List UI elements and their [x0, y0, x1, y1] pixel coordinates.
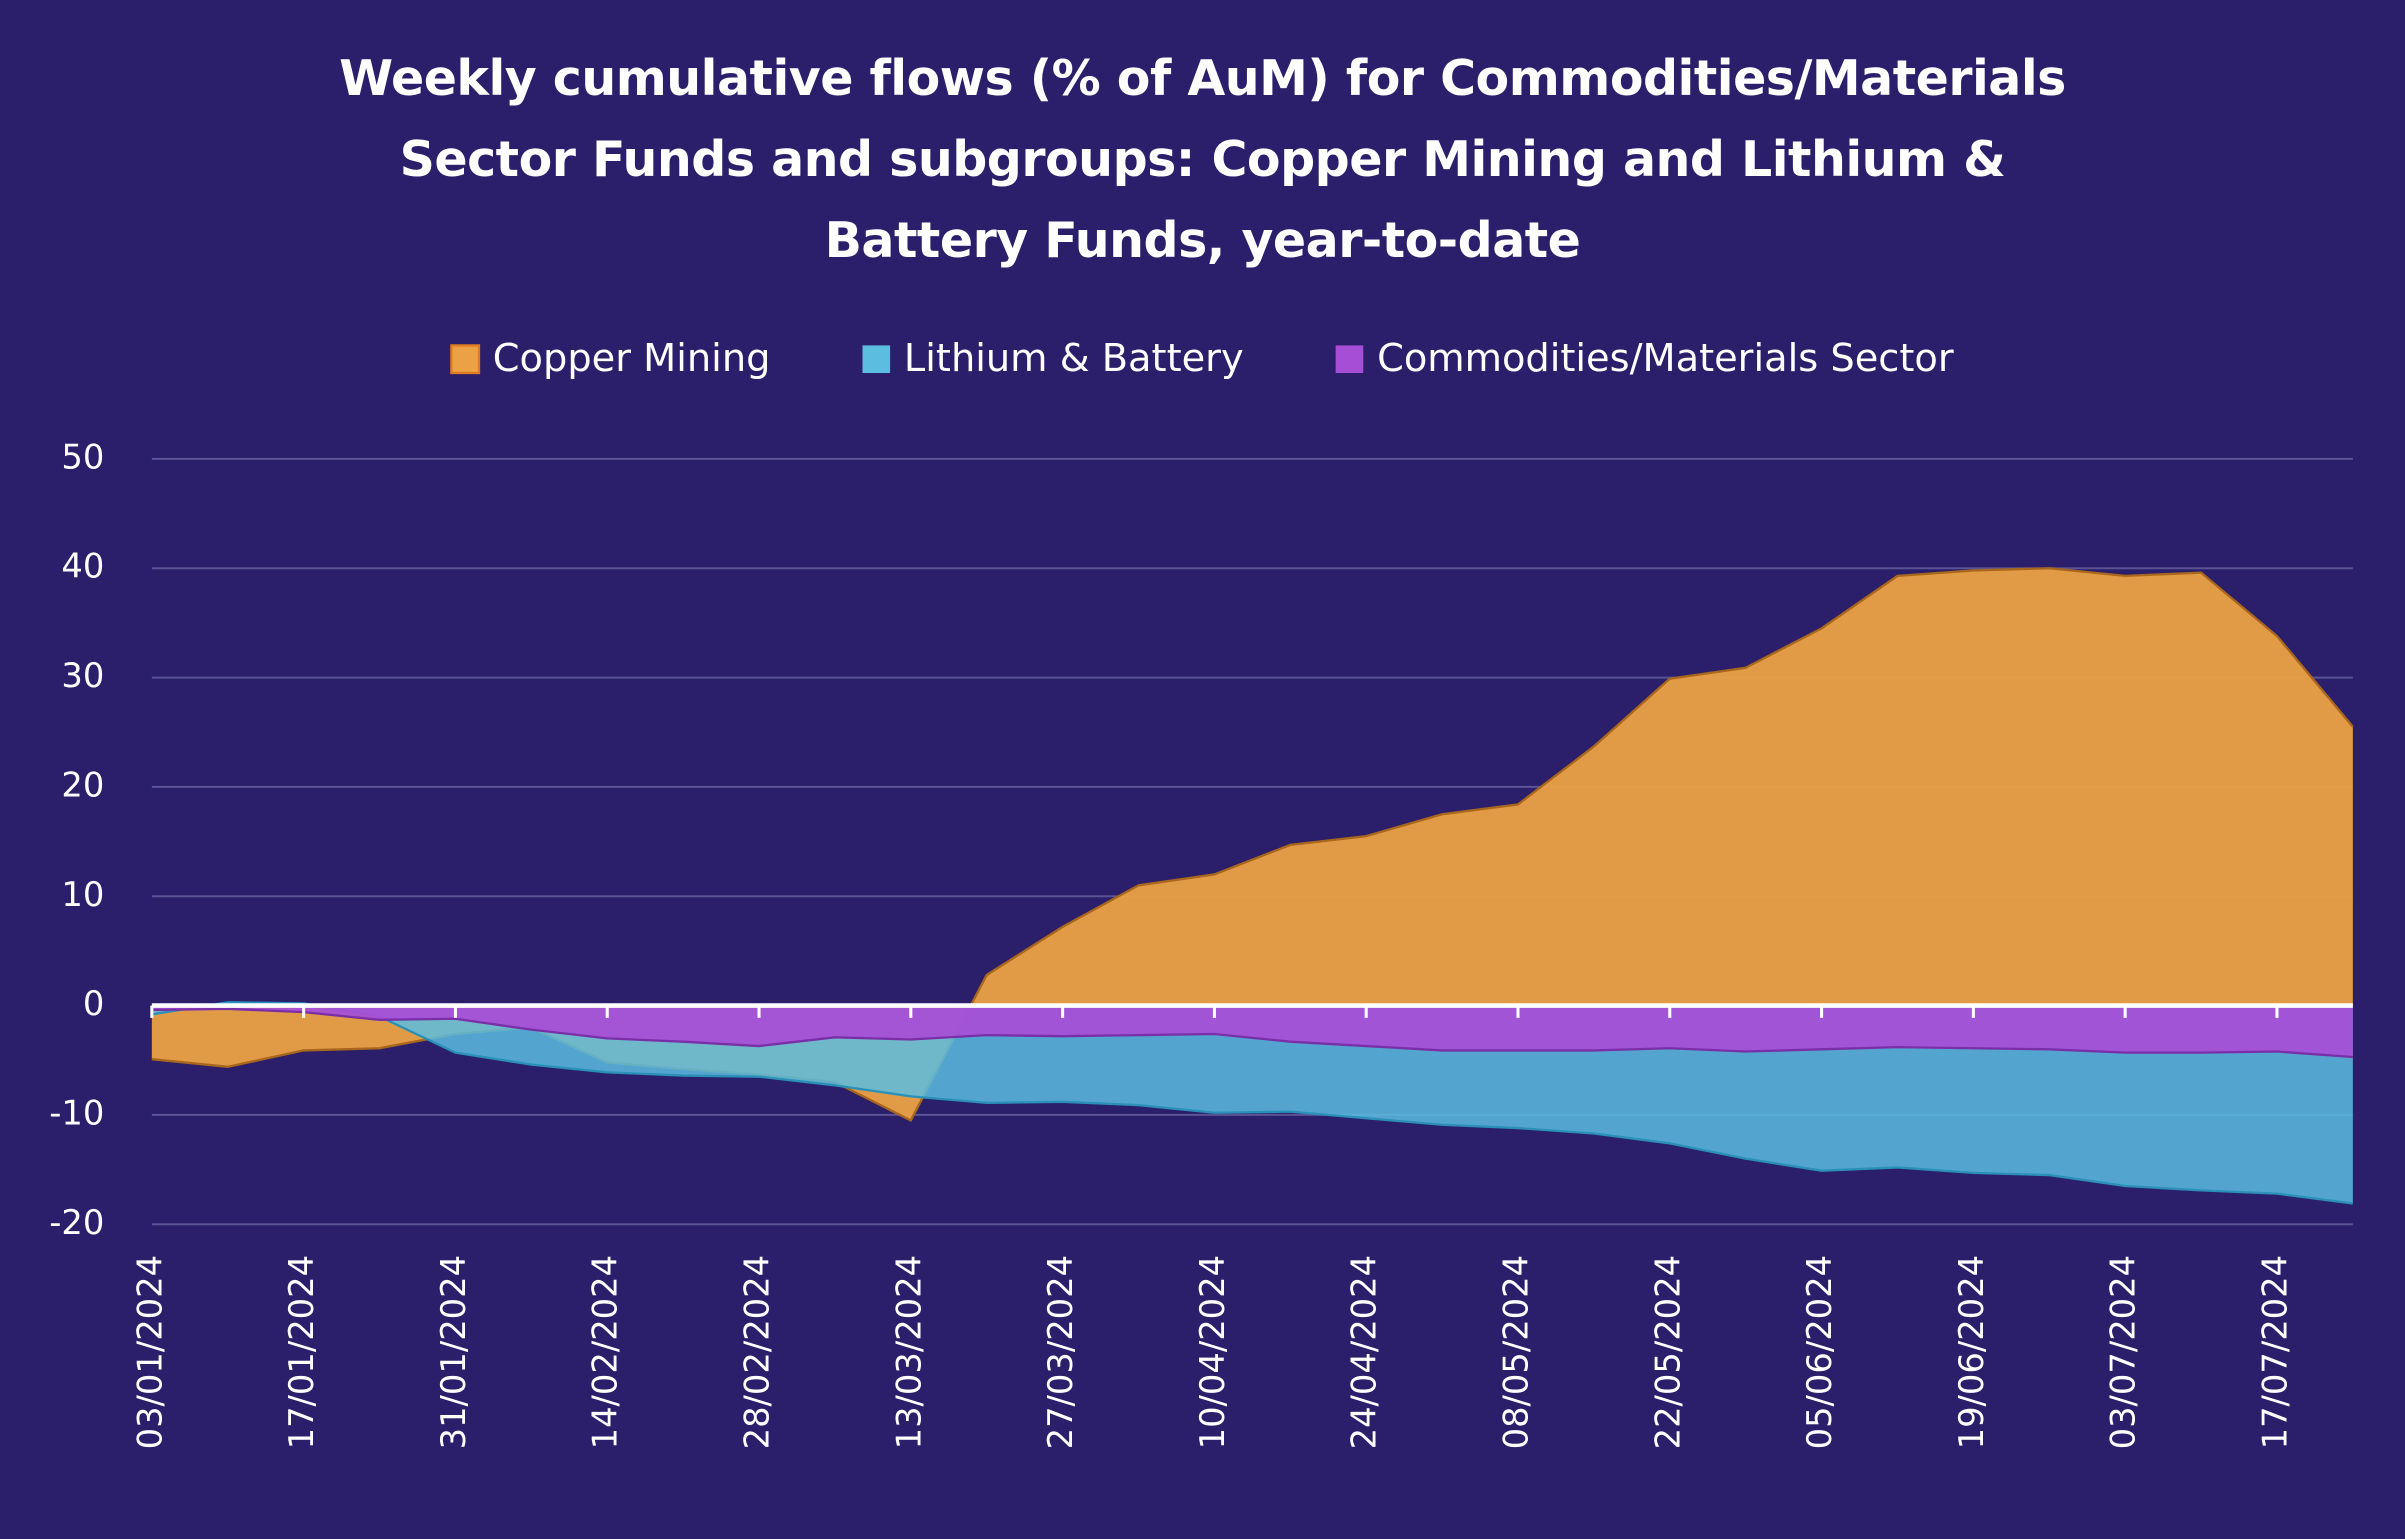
- legend: Copper Mining Lithium & Battery Commoditie…: [450, 336, 1954, 381]
- x-tick-label: 03/07/2024: [2104, 1255, 2143, 1449]
- legend-label: Lithium & Battery: [904, 336, 1244, 381]
- x-tick-label: 19/06/2024: [1952, 1255, 1991, 1449]
- x-tick-label: 17/07/2024: [2255, 1255, 2294, 1449]
- x-tick-label: 31/01/2024: [434, 1255, 473, 1449]
- x-tick-label: 08/05/2024: [1496, 1255, 1535, 1449]
- y-tick-label: 0: [83, 984, 104, 1023]
- x-tick-label: 05/06/2024: [1800, 1255, 1839, 1449]
- y-tick-label: -10: [49, 1093, 104, 1132]
- x-tick-label: 17/01/2024: [282, 1255, 321, 1449]
- chart-title: Weekly cumulative flows (% of AuM) for C…: [339, 50, 2066, 269]
- y-tick-label: -20: [49, 1203, 104, 1242]
- legend-swatch: [862, 345, 891, 374]
- x-tick-label: 22/05/2024: [1648, 1255, 1687, 1449]
- x-tick-label: 03/01/2024: [130, 1255, 169, 1449]
- x-tick-label: 24/04/2024: [1345, 1255, 1384, 1449]
- legend-label: Copper Mining: [493, 336, 771, 381]
- y-tick-label: 30: [61, 656, 104, 695]
- area: [151, 568, 2353, 1121]
- x-tick-label: 10/04/2024: [1193, 1255, 1232, 1449]
- y-tick-label: 10: [61, 875, 104, 914]
- area-line: [151, 1001, 2353, 1205]
- legend-label: Commodities/Materials Sector: [1377, 336, 1954, 381]
- x-tick-label: 14/02/2024: [586, 1255, 625, 1449]
- area: [151, 1005, 2353, 1057]
- y-tick-label: 40: [61, 547, 104, 586]
- x-tick-label: 13/03/2024: [889, 1255, 928, 1449]
- area: [151, 1002, 2353, 1204]
- legend-swatch: [450, 344, 481, 375]
- legend-swatch: [1335, 345, 1364, 374]
- x-tick-label: 28/02/2024: [738, 1255, 777, 1449]
- area-line: [151, 1007, 2353, 1059]
- y-tick-label: 50: [61, 437, 104, 476]
- y-tick-label: 20: [61, 765, 104, 804]
- x-tick-label: 27/03/2024: [1041, 1255, 1080, 1449]
